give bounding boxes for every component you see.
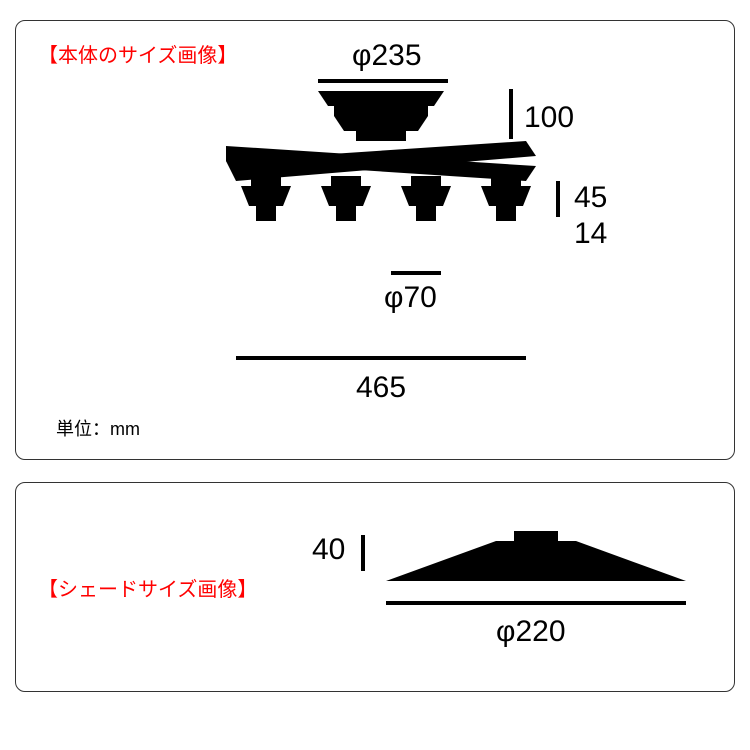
shade-title: 【シェードサイズ画像】 <box>38 573 257 602</box>
dim-45: 45 <box>574 181 607 215</box>
dim-14: 14 <box>574 217 607 251</box>
shade-silhouette <box>386 531 686 586</box>
dim-40: 40 <box>312 533 345 567</box>
shade-size-panel: 【シェードサイズ画像】 40 φ220 <box>15 482 735 692</box>
ceiling-light-silhouette <box>226 86 536 246</box>
main-title: 【本体のサイズ画像】 <box>38 39 237 68</box>
dim-465: 465 <box>356 371 406 405</box>
dimline-phi70 <box>391 271 441 275</box>
dim-phi70: φ70 <box>384 281 437 315</box>
dim-phi220: φ220 <box>496 615 566 649</box>
dimline-phi220 <box>386 601 686 605</box>
main-size-panel: 【本体のサイズ画像】 φ235 100 45 14 φ70 465 <box>15 20 735 460</box>
tickline-45 <box>556 181 560 217</box>
tickline-40 <box>361 535 365 571</box>
dimline-phi235 <box>318 79 448 83</box>
dimline-465 <box>236 356 526 360</box>
unit-label: 単位：mm <box>56 415 140 441</box>
dim-phi235: φ235 <box>352 39 422 73</box>
